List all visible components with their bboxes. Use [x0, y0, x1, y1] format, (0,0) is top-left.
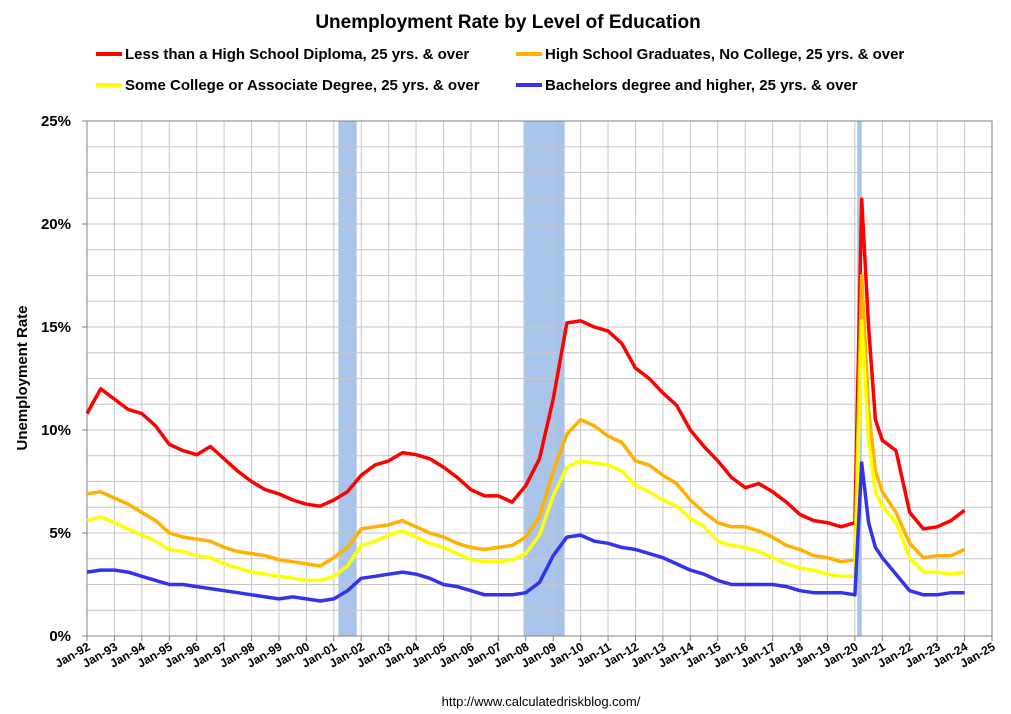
- plot-frame: [86, 120, 993, 637]
- legend-label: Some College or Associate Degree, 25 yrs…: [125, 77, 480, 94]
- series-line: [86, 273, 966, 568]
- series-line: [85, 197, 966, 531]
- x-axis: Jan-92Jan-93Jan-94Jan-95Jan-96Jan-97Jan-…: [53, 636, 998, 671]
- y-tick-label: 0%: [49, 628, 71, 645]
- legend-label: High School Graduates, No College, 25 yr…: [545, 46, 904, 63]
- y-tick-label: 10%: [41, 422, 71, 439]
- legend-label: Bachelors degree and higher, 25 yrs. & o…: [545, 77, 858, 94]
- legend: Less than a High School Diploma, 25 yrs.…: [96, 46, 904, 94]
- series-line: [86, 461, 965, 603]
- source-url: http://www.calculatedriskblog.com/: [442, 694, 641, 709]
- chart-title: Unemployment Rate by Level of Education: [315, 12, 700, 33]
- series-line: [86, 319, 965, 583]
- plot-area: 0% 5% 10% 15% 20% 25% Jan-92Jan-93Jan-94Jan-9…: [41, 113, 998, 671]
- y-axis-label: Unemployment Rate: [14, 305, 31, 450]
- series-lines: [85, 197, 966, 603]
- y-tick-label: 5%: [49, 525, 71, 542]
- legend-label: Less than a High School Diploma, 25 yrs.…: [125, 46, 469, 63]
- y-axis: 0% 5% 10% 15% 20% 25%: [41, 113, 87, 645]
- y-tick-label: 20%: [41, 216, 71, 233]
- y-tick-label: 25%: [41, 113, 71, 130]
- y-tick-label: 15%: [41, 319, 71, 336]
